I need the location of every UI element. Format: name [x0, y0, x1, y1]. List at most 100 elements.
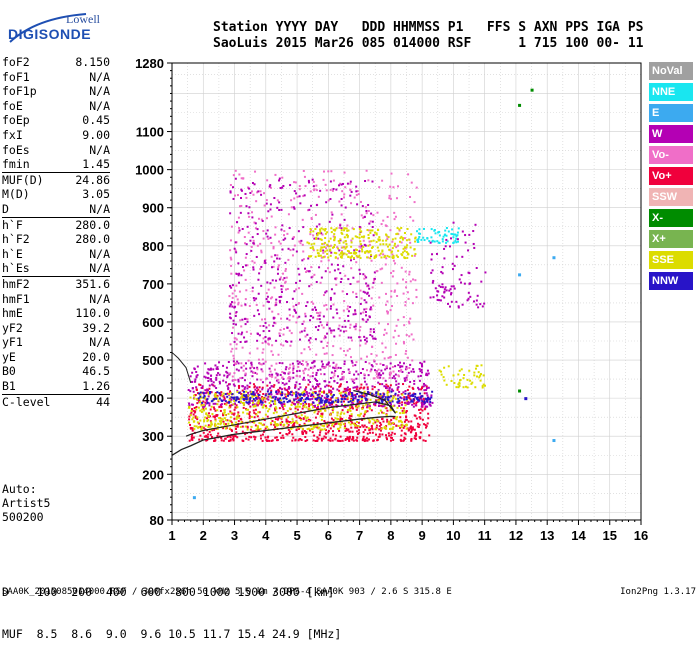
echo-point — [247, 231, 250, 234]
echo-point — [208, 402, 211, 405]
echo-point — [394, 394, 397, 397]
echo-point — [333, 269, 336, 272]
echo-point — [311, 385, 314, 388]
echo-point — [354, 395, 357, 398]
echo-point — [220, 437, 223, 440]
echo-point — [330, 385, 333, 388]
echo-point — [240, 395, 243, 398]
echo-point — [280, 284, 283, 287]
y-tick-label: 80 — [150, 513, 164, 528]
echo-point — [337, 401, 340, 404]
echo-point — [349, 407, 352, 410]
echo-point — [397, 334, 400, 337]
echo-point — [281, 186, 284, 189]
isolated-echo-point — [552, 256, 556, 260]
echo-point — [368, 391, 371, 394]
echo-point — [287, 394, 290, 397]
echo-point — [261, 395, 264, 398]
echo-point — [358, 400, 361, 403]
echo-point — [366, 318, 369, 321]
echo-point — [314, 390, 317, 393]
echo-point — [332, 245, 335, 248]
echo-point — [196, 421, 199, 424]
echo-point — [228, 398, 231, 401]
echo-point — [231, 292, 234, 295]
echo-point — [327, 424, 330, 427]
echo-point — [397, 185, 400, 188]
echo-point — [353, 325, 356, 328]
echo-point — [353, 381, 356, 384]
echo-point — [361, 424, 364, 427]
echo-point — [343, 349, 346, 352]
echo-point — [330, 217, 333, 220]
echo-point — [285, 418, 288, 421]
autoscaling-info: Auto: Artist5 500200 — [2, 482, 50, 524]
echo-point — [450, 237, 453, 240]
param-row: hmF2 351.6 — [2, 275, 110, 292]
echo-point — [327, 240, 330, 243]
echo-point — [330, 227, 333, 230]
echo-point — [244, 303, 247, 306]
echo-point — [311, 246, 314, 249]
echo-point — [340, 250, 343, 253]
echo-point — [280, 401, 283, 404]
echo-point — [404, 404, 407, 407]
echo-point — [220, 417, 223, 420]
echo-point — [441, 272, 444, 275]
echo-point — [443, 288, 446, 291]
echo-point — [316, 436, 319, 439]
echo-point — [202, 400, 205, 403]
echo-point — [409, 317, 412, 320]
echo-point — [334, 277, 337, 280]
echo-point — [393, 404, 396, 407]
echo-point — [279, 386, 282, 389]
echo-point — [365, 276, 368, 279]
echo-point — [241, 425, 244, 428]
echo-point — [232, 174, 235, 177]
echo-point — [249, 382, 252, 385]
echo-point — [333, 372, 336, 375]
echo-point — [338, 439, 341, 442]
echo-point — [314, 213, 317, 216]
echo-point — [350, 202, 353, 205]
echo-point — [346, 224, 349, 227]
echo-point — [314, 416, 317, 419]
echo-point — [354, 248, 357, 251]
echo-point — [357, 421, 360, 424]
echo-point — [257, 358, 260, 361]
echo-point — [415, 186, 418, 189]
echo-point — [382, 253, 385, 256]
echo-point — [347, 368, 350, 371]
echo-point — [319, 281, 322, 284]
echo-point — [360, 214, 363, 217]
echo-point — [431, 239, 434, 242]
echo-point — [475, 303, 478, 306]
echo-point — [340, 411, 343, 414]
echo-point — [284, 340, 287, 343]
echo-point — [384, 292, 387, 295]
param-row: hmF1 N/A — [2, 292, 110, 307]
echo-point — [271, 296, 274, 299]
echo-point — [192, 409, 195, 412]
param-value: 46.5 — [82, 364, 110, 379]
echo-point — [311, 397, 314, 400]
echo-point — [324, 241, 327, 244]
echo-point — [298, 375, 301, 378]
echo-point — [291, 237, 294, 240]
echo-point — [330, 424, 333, 427]
echo-point — [482, 383, 485, 386]
echo-point — [234, 312, 237, 315]
echo-point — [232, 357, 235, 360]
echo-point — [329, 198, 332, 201]
echo-point — [378, 433, 381, 436]
echo-point — [282, 184, 285, 187]
echo-point — [322, 178, 325, 181]
echo-point — [247, 212, 250, 215]
echo-point — [283, 396, 286, 399]
echo-point — [423, 239, 426, 242]
param-row: yE 20.0 — [2, 350, 110, 365]
echo-point — [357, 193, 360, 196]
echo-point — [362, 425, 365, 428]
echo-point — [385, 257, 388, 260]
echo-point — [314, 387, 317, 390]
